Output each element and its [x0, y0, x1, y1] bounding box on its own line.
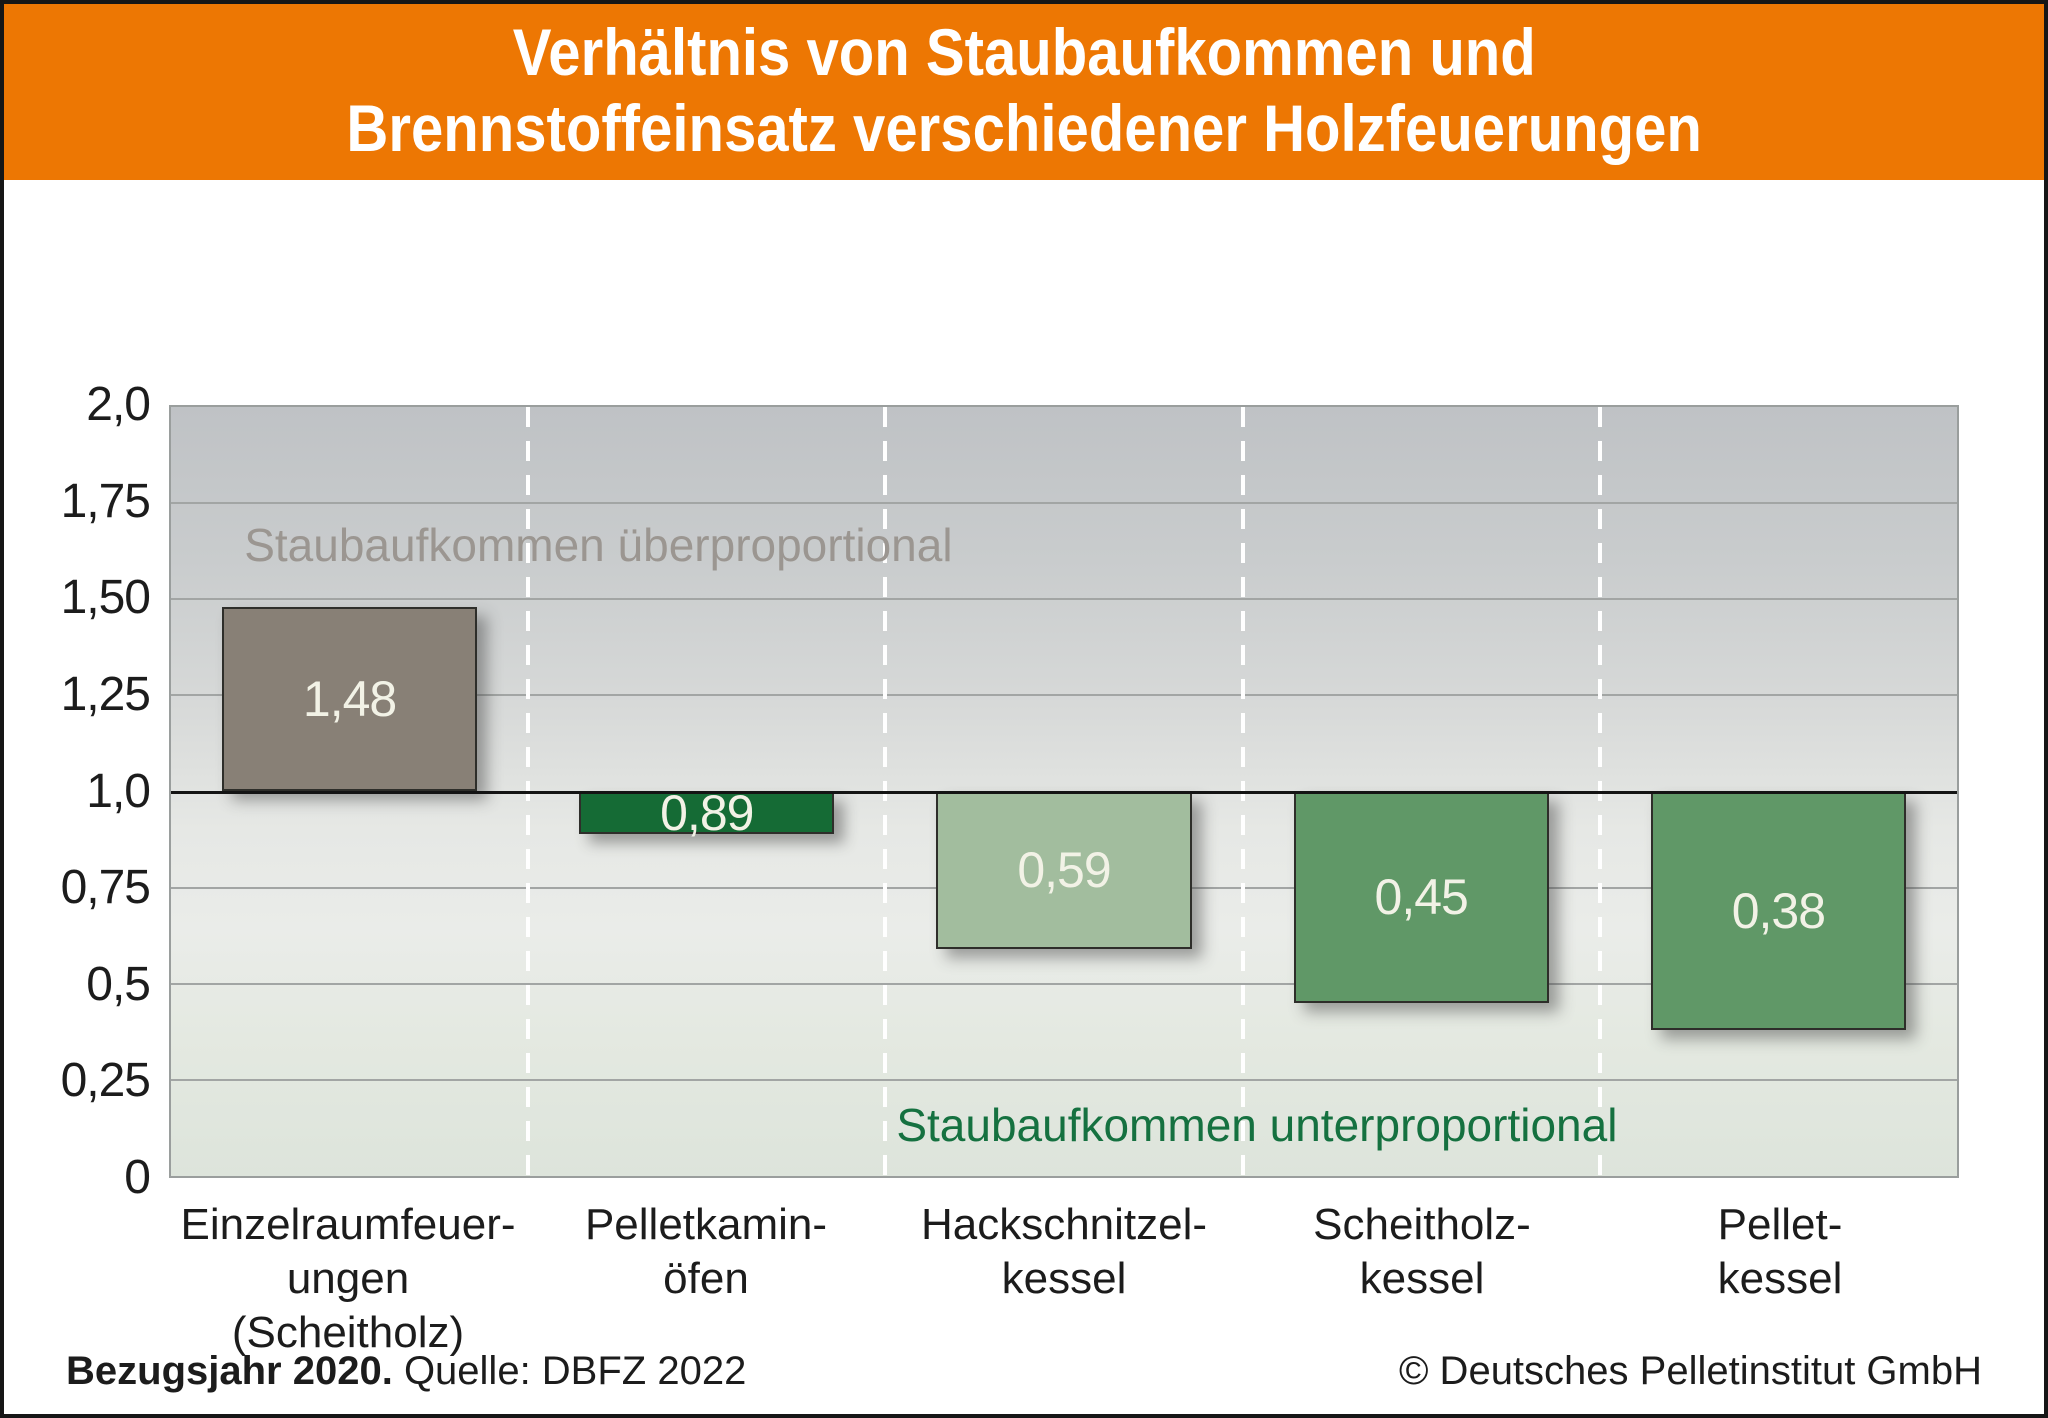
y-tick-label: 0,75 — [60, 861, 151, 915]
bar-value-label: 0,59 — [1017, 842, 1111, 899]
source-note: Bezugsjahr 2020. Quelle: DBFZ 2022 — [66, 1349, 746, 1394]
x-axis-label: Pelletkamin-öfen — [527, 1198, 885, 1360]
bar-value-label: 0,38 — [1731, 882, 1826, 939]
chart-title-line1: Verhältnis von Staubaufkommen und — [4, 14, 2044, 90]
source-text: Quelle: DBFZ 2022 — [392, 1349, 747, 1393]
reference-year: Bezugsjahr 2020. — [66, 1349, 393, 1393]
x-axis-label-line2: kessel — [1359, 1254, 1485, 1303]
x-axis-label: Einzelraumfeuer-ungen (Scheitholz) — [169, 1198, 527, 1360]
gridline — [171, 502, 1957, 505]
x-axis-label-line2: kessel — [1001, 1254, 1127, 1303]
baseline-line — [171, 790, 1957, 794]
plot-annotation: Staubaufkommen überproportional — [244, 518, 953, 571]
chart-title-line2: Brennstoffeinsatz verschiedener Holzfeue… — [4, 90, 2044, 166]
copyright-note: © Deutsches Pelletinstitut GmbH — [1398, 1349, 1982, 1393]
x-axis-label-line1: Hackschnitzel- — [920, 1200, 1208, 1249]
y-tick-label: 1,50 — [60, 571, 151, 625]
chart-title-line2-text: Brennstoffeinsatz verschiedener Holzfeue… — [346, 91, 1702, 165]
bar: 0,45 — [1293, 791, 1549, 1003]
x-axis-label: Hackschnitzel-kessel — [885, 1198, 1243, 1360]
x-axis-label-line2: ungen (Scheitholz) — [231, 1254, 465, 1357]
y-tick-label: 1,25 — [60, 667, 151, 721]
bar: 0,38 — [1650, 791, 1907, 1030]
bar-value-label: 0,89 — [660, 784, 754, 841]
x-axis-label-line2: kessel — [1717, 1254, 1843, 1303]
footer: Bezugsjahr 2020. Quelle: DBFZ 2022 © Deu… — [66, 1349, 1982, 1394]
gridline — [171, 694, 1957, 697]
y-tick-label: 0,5 — [86, 957, 151, 1011]
bar-value-label: 0,45 — [1374, 869, 1469, 926]
x-axis-label: Scheitholz-kessel — [1243, 1198, 1601, 1360]
bar: 0,89 — [579, 788, 835, 838]
x-axis-labels: Einzelraumfeuer-ungen (Scheitholz) Pellet… — [169, 1198, 1959, 1360]
bar: 1,48 — [221, 606, 478, 792]
y-tick-label: 0,25 — [60, 1054, 151, 1108]
x-axis-label-line2: öfen — [663, 1254, 749, 1303]
bar: 0,59 — [936, 791, 1192, 950]
x-axis-label-line1: Pellet- — [1717, 1200, 1843, 1249]
x-axis-label-line1: Scheitholz- — [1313, 1200, 1531, 1249]
gridline — [171, 1078, 1957, 1081]
y-tick-label: 2,0 — [86, 378, 151, 431]
gridline — [171, 982, 1957, 985]
x-axis-label: Pellet-kessel — [1601, 1198, 1959, 1360]
plot-annotation: Staubaufkommen unterproportional — [896, 1099, 1618, 1152]
y-tick-label: 0 — [124, 1151, 151, 1204]
x-axis-label-line1: Pelletkamin- — [584, 1200, 828, 1249]
y-tick-label: 1,75 — [60, 474, 151, 528]
plot-area: 1,48 0,89 0,59 0,45 0,38 Staubaufkommen überp… — [169, 405, 1959, 1178]
title-banner: Verhältnis von Staubaufkommen und Brenns… — [4, 4, 2044, 180]
chart-title-line1-text: Verhältnis von Staubaufkommen und — [512, 15, 1536, 89]
gridline — [171, 598, 1957, 601]
y-tick-label: 1,0 — [86, 764, 151, 818]
y-axis: 2,0 1,75 1,50 1,25 1,0 0,75 0,5 0,25 0 — [4, 381, 151, 1202]
bar-value-label: 1,48 — [302, 671, 397, 728]
x-axis-label-line1: Einzelraumfeuer- — [180, 1200, 516, 1249]
